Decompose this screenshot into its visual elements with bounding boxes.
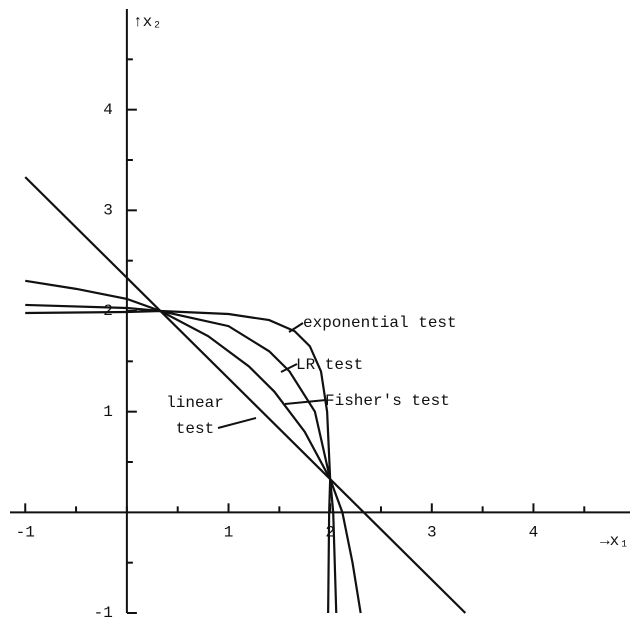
y-axis-label: ↑x₂ [133, 13, 162, 31]
leader-line [280, 363, 298, 373]
curve-label: exponential test [303, 314, 457, 332]
x-tick-label: 4 [529, 524, 539, 542]
leader-line [284, 399, 327, 405]
curve [24, 176, 467, 614]
x-axis-label: →x₁ [600, 532, 629, 550]
x-tick-label: -1 [16, 524, 35, 542]
x-tick-label: 1 [224, 524, 234, 542]
curve [25, 279, 362, 614]
x-tick-label: 3 [427, 524, 437, 542]
y-tick-label: 1 [103, 403, 113, 421]
x-tick-label: 2 [325, 524, 335, 542]
curve [25, 303, 338, 614]
curve-label: Fisher's test [325, 392, 450, 410]
curve [25, 309, 332, 614]
leader-line [288, 322, 304, 333]
curve-label: linear test [166, 394, 224, 438]
y-tick-label: 3 [103, 202, 113, 220]
y-tick-label: -1 [94, 604, 113, 622]
y-tick-label: 4 [103, 101, 113, 119]
leader-line [217, 417, 257, 429]
curve-label: LR test [296, 356, 364, 374]
